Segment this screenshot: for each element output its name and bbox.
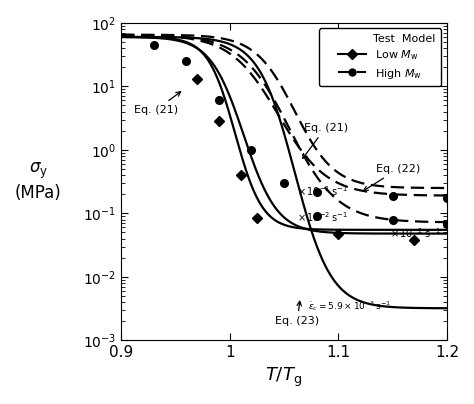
- Legend: Low $M_\mathrm{w}$, High $M_\mathrm{w}$: Low $M_\mathrm{w}$, High $M_\mathrm{w}$: [319, 28, 441, 86]
- X-axis label: $T/T_\mathrm{g}$: $T/T_\mathrm{g}$: [265, 366, 302, 389]
- Text: $\times\,10^{-1}\,\mathrm{s}^{-1}$: $\times\,10^{-1}\,\mathrm{s}^{-1}$: [297, 185, 348, 198]
- Text: $\times\,10^{-2}\,\mathrm{s}^{-1}$: $\times\,10^{-2}\,\mathrm{s}^{-1}$: [391, 226, 441, 240]
- Text: Eq. (22): Eq. (22): [364, 164, 420, 191]
- Text: Eq. (23): Eq. (23): [275, 301, 319, 326]
- Text: Eq. (21): Eq. (21): [134, 92, 181, 115]
- Text: $\times\,10^{-2}\,\mathrm{s}^{-1}$: $\times\,10^{-2}\,\mathrm{s}^{-1}$: [297, 210, 348, 224]
- Y-axis label: $\sigma_\mathrm{y}$
(MPa): $\sigma_\mathrm{y}$ (MPa): [15, 161, 62, 202]
- Text: $\dot{\varepsilon}_c = 5.9\times10^{-3}\,\mathrm{s}^{-1}$: $\dot{\varepsilon}_c = 5.9\times10^{-3}\…: [308, 299, 391, 313]
- Text: Eq. (21): Eq. (21): [303, 123, 347, 158]
